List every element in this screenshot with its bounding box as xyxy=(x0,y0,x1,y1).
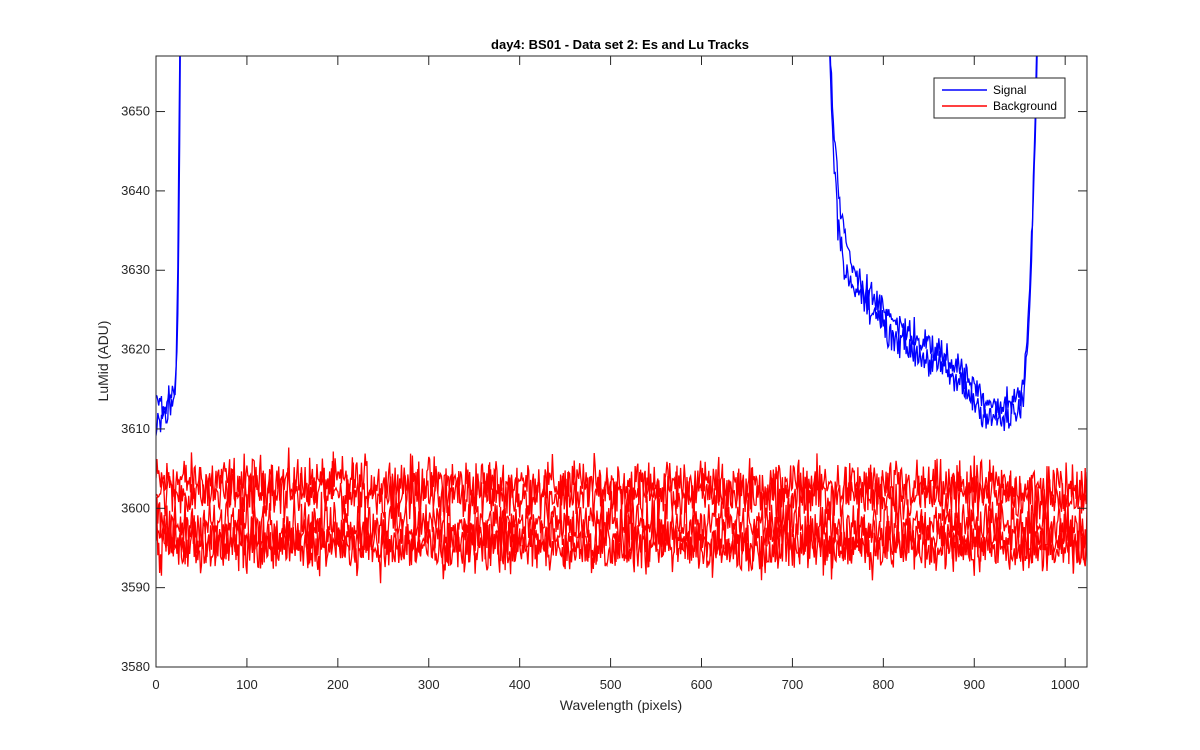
y-tick-label: 3580 xyxy=(121,659,150,674)
x-tick-label: 700 xyxy=(782,677,804,692)
x-tick-label: 1000 xyxy=(1051,677,1080,692)
x-tick-label: 0 xyxy=(152,677,159,692)
y-tick-label: 3610 xyxy=(121,421,150,436)
x-tick-label: 400 xyxy=(509,677,531,692)
x-tick-label: 800 xyxy=(872,677,894,692)
legend-box xyxy=(933,77,1066,119)
signal-series-line-3 xyxy=(829,56,1038,432)
y-tick-label: 3600 xyxy=(121,500,150,515)
x-tick-label: 900 xyxy=(963,677,985,692)
y-axis: 3580 3590 3600 3610 3620 3630 3640 3650 xyxy=(121,104,1087,674)
background-series-line-4 xyxy=(156,511,1087,584)
legend: Signal Background xyxy=(933,77,1066,119)
background-series-line-1 xyxy=(156,460,1087,528)
legend-label-background: Background xyxy=(993,99,1057,113)
x-tick-label: 100 xyxy=(236,677,258,692)
y-tick-label: 3650 xyxy=(121,104,150,119)
background-series-line-3 xyxy=(156,506,1087,574)
x-axis-title: Wavelength (pixels) xyxy=(560,697,682,713)
x-tick-label: 200 xyxy=(327,677,349,692)
x-axis: 0 100 200 300 400 500 600 700 800 900 1000 xyxy=(152,56,1080,692)
legend-label-signal: Signal xyxy=(993,83,1026,97)
signal-series-line-1 xyxy=(156,56,181,419)
y-tick-label: 3590 xyxy=(121,580,150,595)
signal-series-line-2 xyxy=(829,56,1038,418)
y-axis-title: LuMid (ADU) xyxy=(95,321,111,402)
x-tick-label: 600 xyxy=(691,677,713,692)
y-tick-label: 3640 xyxy=(121,183,150,198)
y-tick-label: 3630 xyxy=(121,262,150,277)
x-tick-label: 500 xyxy=(600,677,622,692)
chart-title: day4: BS01 - Data set 2: Es and Lu Track… xyxy=(491,37,749,52)
y-tick-label: 3620 xyxy=(121,342,150,357)
plot-area-frame xyxy=(155,55,1088,668)
x-tick-label: 300 xyxy=(418,677,440,692)
